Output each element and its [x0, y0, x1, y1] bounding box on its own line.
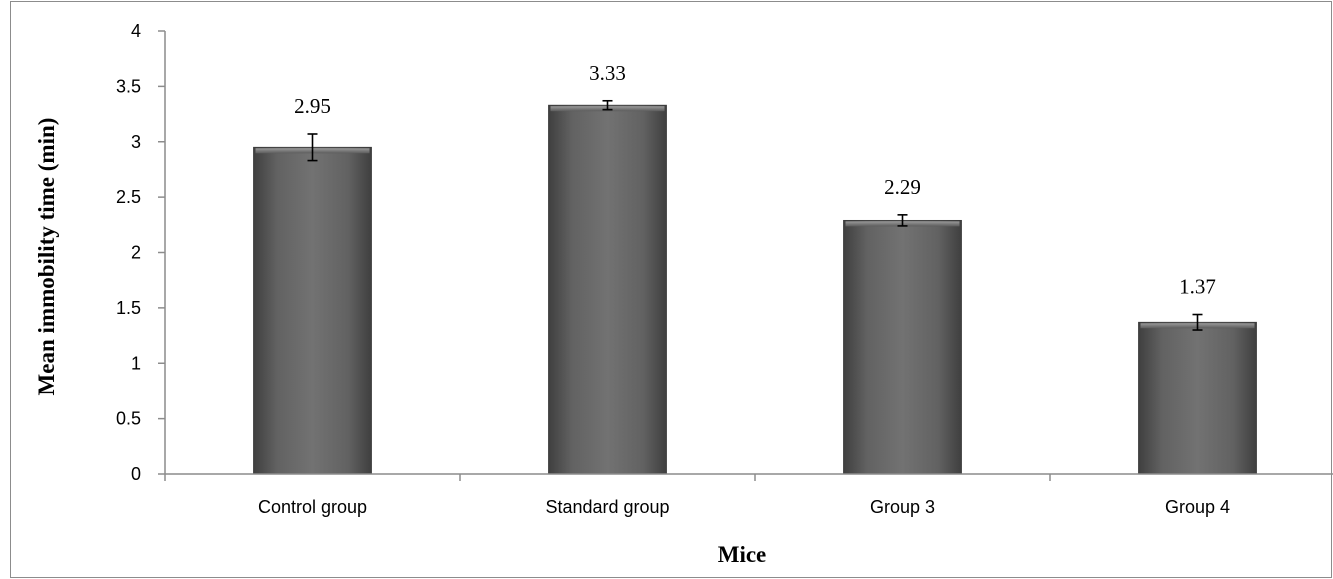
x-axis-ticks: Control group Standard group Group 3 Group … [164, 474, 1230, 517]
x-axis-title: Mice [718, 542, 767, 567]
bar [1138, 321, 1257, 475]
bar [253, 146, 372, 475]
chart-frame [10, 1, 1332, 578]
y-tick-label: 3.5 [116, 76, 141, 96]
y-axis-title: Mean immobility time (min) [34, 118, 59, 396]
y-tick-label: 2 [131, 243, 141, 263]
data-label: 1.37 [1179, 275, 1216, 299]
y-tick-label: 0.5 [116, 409, 141, 429]
bar [548, 104, 667, 475]
x-tick-label: Group 4 [1165, 497, 1230, 517]
y-tick-label: 2.5 [116, 187, 141, 207]
y-axis-ticks: 0 0.5 1 1.5 2 2.5 3 3.5 4 [116, 21, 165, 484]
y-tick-label: 3 [131, 132, 141, 152]
bars: 2.95 3.33 2.29 1.37 [253, 61, 1257, 475]
y-tick-label: 0 [131, 464, 141, 484]
bar [843, 219, 962, 475]
x-tick-label: Group 3 [870, 497, 935, 517]
y-tick-label: 4 [131, 21, 141, 41]
data-label: 2.95 [294, 94, 331, 118]
data-label: 2.29 [884, 175, 921, 199]
x-tick-label: Standard group [545, 497, 669, 517]
data-label: 3.33 [589, 61, 626, 85]
y-tick-label: 1.5 [116, 298, 141, 318]
y-tick-label: 1 [131, 353, 141, 373]
x-tick-label: Control group [258, 497, 367, 517]
